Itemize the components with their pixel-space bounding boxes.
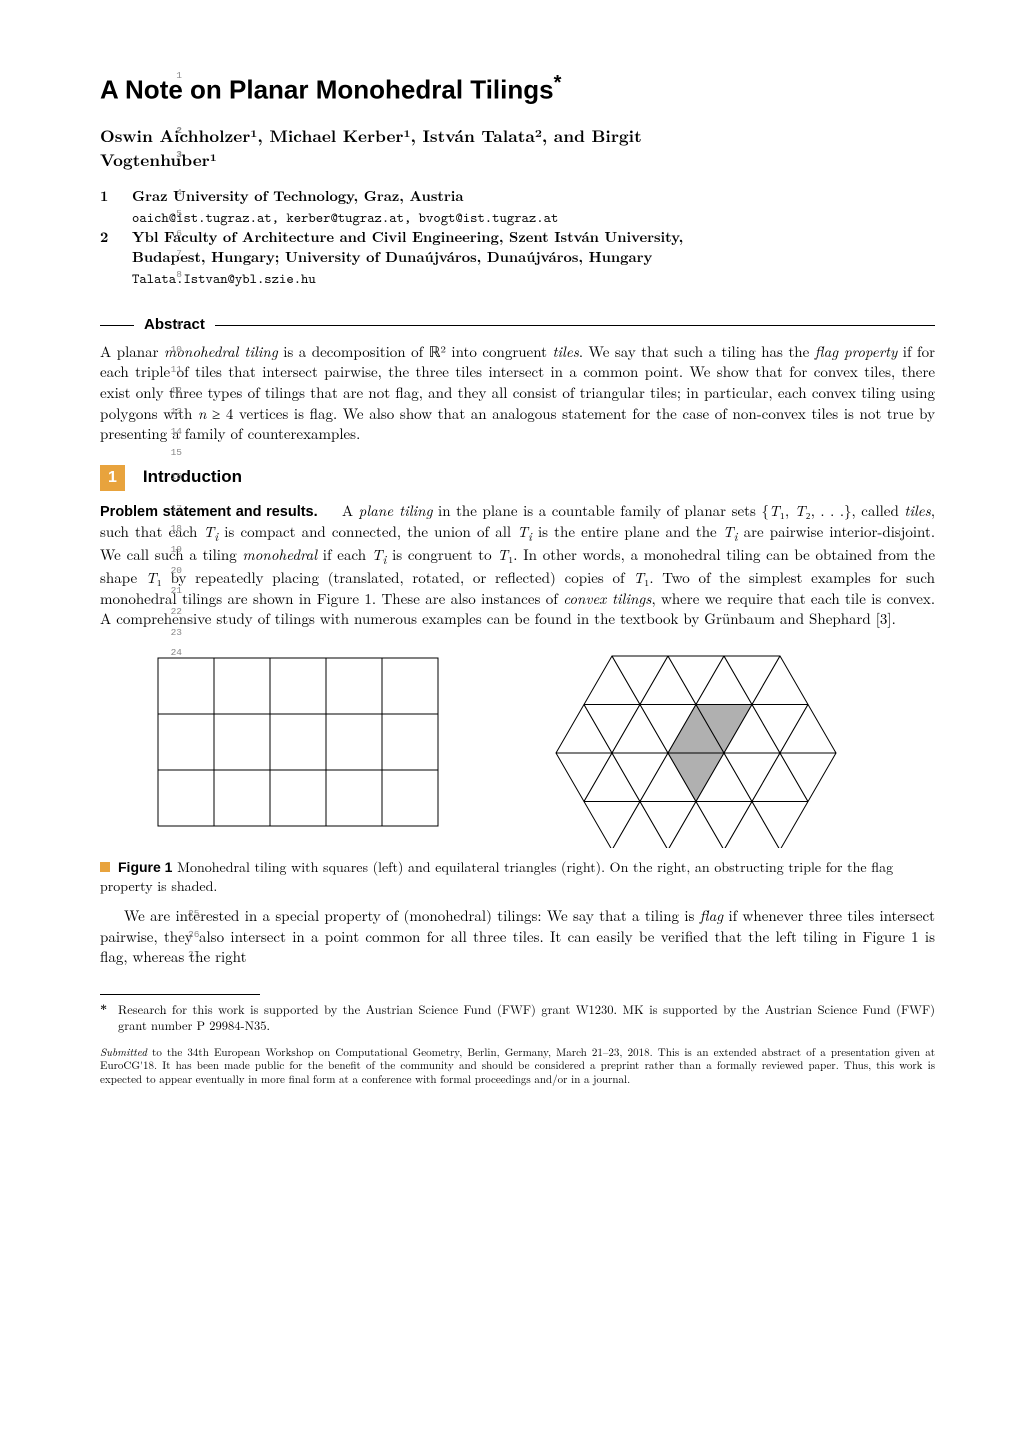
line-number: 6: [164, 228, 182, 241]
abstract-header: 9 Abstract: [100, 315, 935, 335]
line-number: 16: [164, 471, 182, 484]
line-number: 3: [164, 148, 182, 162]
line-number: 25: [164, 907, 182, 920]
figure-1: Figure 1 Monohedral tiling with squares …: [100, 648, 935, 896]
affil-emails: Talata.Istvan@ybl.szie.hu: [100, 269, 935, 289]
affil-emails: oaich@ist.tugraz.at, kerber@tugraz.at, b…: [100, 208, 935, 228]
figure-svg: [138, 648, 898, 848]
footnote-marker: *: [100, 1001, 118, 1034]
line-number: 5: [164, 208, 182, 221]
paragraph: Problem statement and results. A plane t…: [100, 501, 935, 631]
line-number: 2: [164, 124, 182, 138]
abstract-body: A planar monohedral tiling is a decompos…: [100, 342, 935, 445]
affiliations: 4 1 Graz University of Technology, Graz,…: [100, 187, 935, 289]
section-header: 16 1 Introduction: [100, 465, 935, 491]
footnote-rule: [100, 994, 260, 995]
line-number: 21: [164, 584, 182, 597]
line-number: 22: [164, 605, 182, 618]
line-number: 18: [164, 522, 182, 535]
line-number: 26: [164, 928, 182, 941]
line-number: 27: [164, 948, 182, 961]
section-number: 1: [100, 465, 125, 491]
rule: [100, 325, 134, 327]
line-number: 20: [164, 564, 182, 577]
paragraph: We are interested in a special property …: [100, 906, 935, 968]
figure-label: Figure 1: [118, 859, 172, 875]
footnote: * Research for this work is supported by…: [100, 1001, 935, 1034]
rule: [215, 325, 935, 327]
footnote-text: Research for this work is supported by t…: [118, 1001, 935, 1034]
line-number: 13: [164, 405, 182, 418]
line-number: 1: [164, 70, 182, 83]
line-number: 4: [164, 187, 182, 200]
submission-note: Submitted to the 34th European Workshop …: [100, 1046, 935, 1087]
line-number: 19: [164, 543, 182, 556]
line-number: 24: [164, 646, 182, 659]
line-number: 9: [164, 319, 182, 332]
line-number: 12: [164, 384, 182, 397]
figure-caption-text: Monohedral tiling with squares (left) an…: [100, 857, 893, 896]
authors-line: Vogtenhuber¹: [100, 148, 217, 172]
line-number: 17: [164, 502, 182, 515]
caption-marker-icon: [100, 862, 110, 872]
affil-text: Ybl Faculty of Architecture and Civil En…: [132, 228, 683, 248]
line-number: 8: [164, 269, 182, 282]
affil-text: Budapest, Hungary; University of Dunaújv…: [132, 248, 652, 268]
figure-caption: Figure 1 Monohedral tiling with squares …: [100, 858, 935, 896]
title-footnote-marker: *: [554, 72, 562, 94]
line-number: 23: [164, 626, 182, 639]
line-number: 10: [164, 343, 182, 356]
paper-title: A Note on Planar Monohedral Tilings*: [100, 70, 935, 108]
line-number: 14: [164, 425, 182, 438]
authors-block: 2 Oswin Aichholzer¹, Michael Kerber¹, Is…: [100, 124, 935, 173]
affil-num: 1: [100, 187, 132, 207]
affil-num: 2: [100, 228, 132, 248]
section-title: Introduction: [143, 466, 242, 489]
line-number: 7: [164, 248, 182, 261]
line-number: 15: [164, 446, 182, 459]
line-number: 11: [164, 363, 182, 376]
